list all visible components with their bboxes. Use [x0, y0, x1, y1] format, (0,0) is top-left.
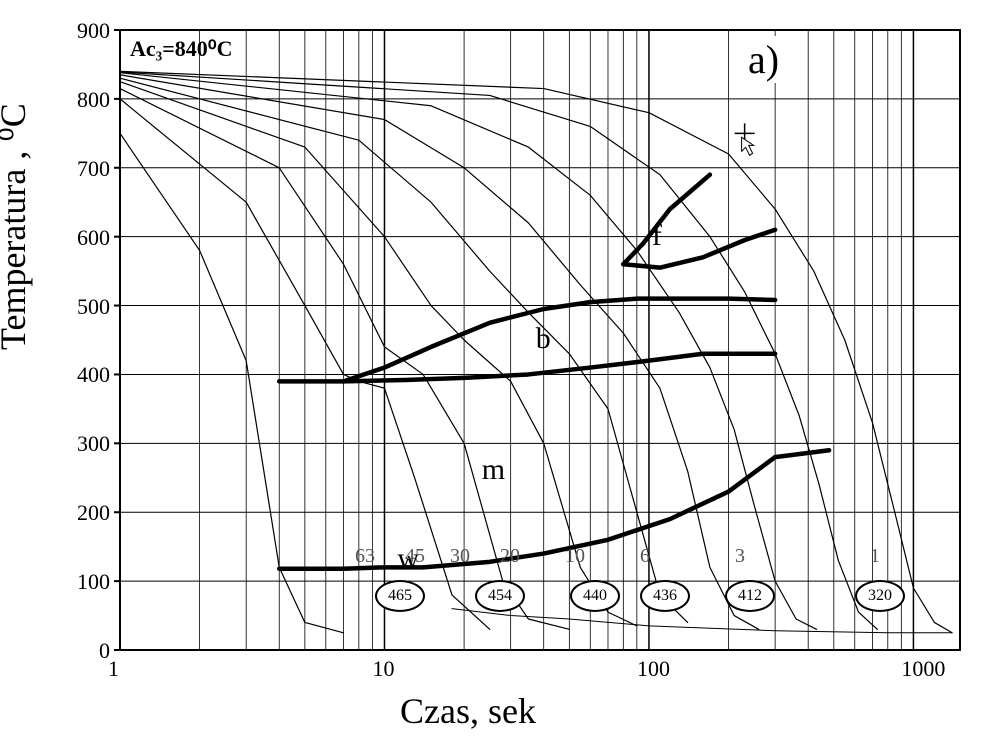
y-tick-label: 200: [77, 500, 110, 526]
y-axis-label: Temperatura , ⁰C: [0, 103, 34, 350]
ac3-label: Ac₃=840⁰C: [130, 36, 233, 62]
y-tick-label: 700: [77, 156, 110, 182]
rate-label: 45: [405, 545, 425, 568]
hardness-bubble: 436: [640, 580, 690, 612]
cct-chart: Temperatura , ⁰C Czas, sek a) 0100200300…: [0, 0, 1001, 747]
cursor-icon: [735, 123, 755, 155]
x-axis-label: Czas, sek: [400, 690, 536, 732]
y-tick-label: 900: [77, 18, 110, 44]
x-tick-label: 1000: [901, 656, 945, 682]
y-tick-label: 300: [77, 431, 110, 457]
region-label-f: f: [652, 219, 662, 253]
x-tick-label: 10: [372, 656, 394, 682]
x-tick-label: 100: [637, 656, 670, 682]
panel-label: a): [740, 36, 787, 83]
y-tick-label: 800: [77, 87, 110, 113]
rate-label: 10: [565, 545, 585, 568]
chart-svg: [0, 0, 1001, 747]
region-label-b: b: [536, 322, 551, 356]
region-label-m: m: [482, 453, 505, 487]
x-tick-label: 1: [108, 656, 119, 682]
rate-label: 6: [640, 545, 650, 568]
rate-label: 1: [870, 545, 880, 568]
hardness-bubble: 465: [375, 580, 425, 612]
rate-label: 30: [450, 545, 470, 568]
hardness-bubble: 320: [855, 580, 905, 612]
y-tick-label: 500: [77, 294, 110, 320]
y-tick-label: 600: [77, 225, 110, 251]
y-tick-label: 400: [77, 362, 110, 388]
hardness-bubble: 440: [570, 580, 620, 612]
rate-label: 20: [500, 545, 520, 568]
rate-label: 63: [355, 545, 375, 568]
hardness-bubble: 454: [475, 580, 525, 612]
hardness-bubble: 412: [725, 580, 775, 612]
rate-label: 3: [735, 545, 745, 568]
y-tick-label: 100: [77, 569, 110, 595]
